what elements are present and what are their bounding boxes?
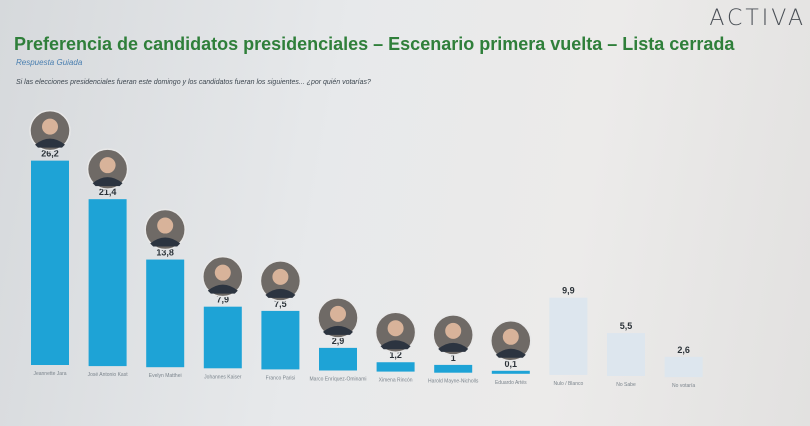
data-label-2: 21,4	[99, 187, 117, 197]
candidate-photo-8	[432, 314, 474, 356]
bar-4	[203, 306, 242, 369]
category-label-8: Harold Mayne-Nicholls	[428, 379, 479, 385]
data-label-1: 26,2	[41, 149, 59, 159]
category-label-7: Ximena Rincón	[379, 378, 413, 384]
data-label-3: 13,8	[156, 248, 174, 258]
bar-12	[664, 356, 703, 378]
data-label-11: 5,5	[620, 321, 633, 331]
category-label-1: Jeannette Jara	[33, 371, 66, 377]
candidate-photo-5	[259, 260, 302, 302]
data-label-7: 1,2	[389, 350, 402, 360]
data-label-4: 7,9	[217, 295, 230, 305]
candidate-photo-1	[29, 109, 71, 152]
category-label-9: Eduardo Artés	[495, 380, 527, 386]
brand-logo: ACTIVA	[709, 6, 806, 31]
category-label-12: No votaría	[672, 383, 695, 389]
category-label-4: Johannes Kaiser	[204, 374, 242, 380]
category-label-5: Franco Parisi	[266, 375, 295, 381]
candidate-photo-4	[202, 255, 244, 298]
bar-8	[434, 364, 473, 373]
bar-6	[319, 347, 357, 371]
bar-7	[376, 362, 415, 372]
data-label-9: 0,1	[505, 359, 518, 369]
chart-subtitle: Respuesta Guiada	[16, 58, 83, 67]
candidate-photo-9	[490, 320, 532, 362]
data-label-8: 1	[451, 353, 456, 363]
bar-1	[31, 160, 69, 365]
candidate-photo-6	[317, 297, 359, 339]
data-label-12: 2,6	[677, 345, 690, 355]
bar-10	[549, 297, 588, 375]
survey-question: Si las elecciones presidenciales fueran …	[16, 79, 371, 86]
category-label-2: José Antonio Kast	[88, 372, 129, 378]
bar-3	[146, 259, 185, 368]
category-label-3: Evelyn Matthei	[149, 373, 182, 379]
category-label-11: No Sabe	[616, 382, 636, 388]
bar-9	[491, 370, 530, 374]
bar-2	[88, 199, 127, 367]
data-label-5: 7,5	[274, 299, 287, 309]
candidate-photo-2	[86, 148, 129, 190]
candidate-photo-7	[374, 311, 417, 353]
candidate-photo-3	[144, 208, 186, 251]
data-label-10: 9,9	[562, 286, 575, 296]
bar-11	[607, 333, 645, 376]
category-label-10: Nulo / Blanco	[554, 381, 584, 387]
category-label-6: Marco Enríquez-Ominami	[310, 377, 367, 383]
bar-5	[261, 310, 300, 370]
chart-title: Preferencia de candidatos presidenciales…	[14, 34, 735, 54]
data-label-6: 2,9	[332, 336, 345, 346]
